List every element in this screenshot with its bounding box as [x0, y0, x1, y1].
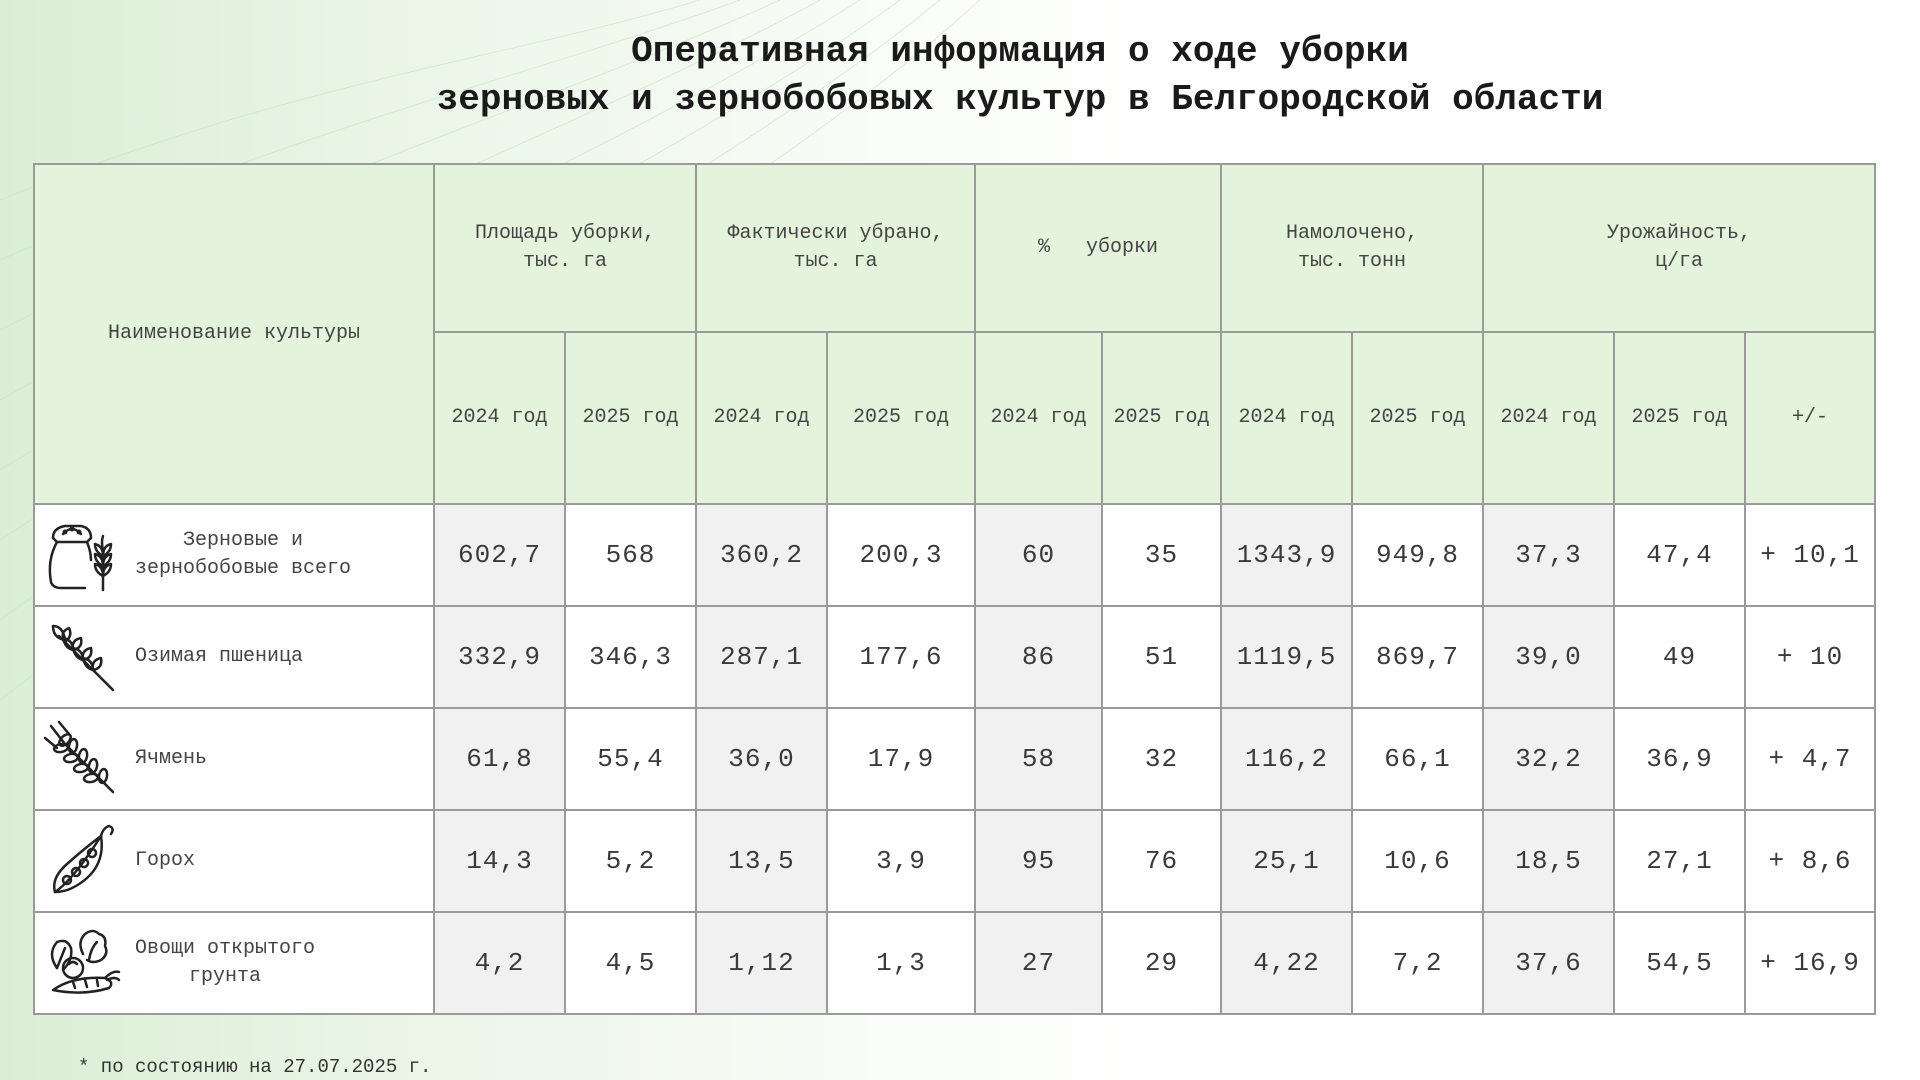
crop-name-cell: Ячмень [33, 707, 435, 811]
value-cell: 4,22 [1220, 911, 1354, 1015]
value-cell: 49 [1613, 605, 1747, 709]
diff-cell: + 8,6 [1744, 809, 1877, 913]
table-row: Озимая пшеница 332,9 346,3 287,1 177,6 8… [33, 605, 1877, 709]
value-cell: 869,7 [1351, 605, 1485, 709]
crop-name: Овощи открытого грунта [135, 937, 316, 988]
value-cell: 7,2 [1351, 911, 1485, 1015]
value-cell: 4,5 [564, 911, 697, 1015]
value-cell: 60 [974, 503, 1104, 607]
value-cell: 36,0 [695, 707, 828, 811]
value-cell: 10,6 [1351, 809, 1485, 913]
value-cell: 4,2 [433, 911, 566, 1015]
value-cell: 58 [974, 707, 1104, 811]
value-cell: 51 [1101, 605, 1223, 709]
value-cell: 35 [1101, 503, 1223, 607]
diff-cell: + 10 [1744, 605, 1877, 709]
crop-name: Горох [135, 849, 196, 872]
value-cell: 1,12 [695, 911, 828, 1015]
pea-pod-icon [53, 824, 114, 894]
footnote: * по состоянию на 27.07.2025 г. [78, 1056, 432, 1078]
vegetables-icon [50, 929, 121, 994]
value-cell: 76 [1101, 809, 1223, 913]
table-row: Зерновые и зернобобовые всего 602,7 568 … [33, 503, 1877, 607]
crop-name: Озимая пшеница [135, 645, 304, 668]
value-cell: 25,1 [1220, 809, 1354, 913]
year-header: 2024 год [974, 331, 1104, 505]
year-header: 2025 год [1613, 331, 1747, 505]
value-cell: 346,3 [564, 605, 697, 709]
value-cell: 1343,9 [1220, 503, 1354, 607]
header-actually-harvested: Фактически убрано, тыс. га [694, 163, 977, 333]
value-cell: 39,0 [1482, 605, 1616, 709]
value-cell: 95 [974, 809, 1104, 913]
value-cell: 18,5 [1482, 809, 1616, 913]
value-cell: 287,1 [695, 605, 828, 709]
value-cell: 360,2 [695, 503, 828, 607]
value-cell: 949,8 [1351, 503, 1485, 607]
header-row-years: 2024 год 2025 год 2024 год 2025 год 2024… [34, 331, 1877, 505]
value-cell: 29 [1101, 911, 1223, 1015]
barley-icon [43, 720, 115, 794]
grain-sack-icon [48, 524, 113, 592]
value-cell: 54,5 [1613, 911, 1747, 1015]
diff-cell: + 10,1 [1744, 503, 1877, 607]
value-cell: 14,3 [433, 809, 566, 913]
table-row: Овощи открытого грунта 4,2 4,5 1,12 1,3 … [33, 911, 1877, 1015]
value-cell: 13,5 [695, 809, 828, 913]
header-yield: Урожайность, ц/га [1482, 163, 1877, 333]
header-harvest-area: Площадь уборки, тыс. га [433, 163, 697, 333]
crop-name-cell: Озимая пшеница [33, 605, 435, 709]
value-cell: 177,6 [825, 605, 977, 709]
year-header: 2024 год [695, 331, 828, 505]
diff-cell: + 16,9 [1744, 911, 1877, 1015]
value-cell: 47,4 [1613, 503, 1747, 607]
table-row: Горох 14,3 5,2 13,5 3,9 95 76 25,1 10,6 … [33, 809, 1877, 913]
value-cell: 116,2 [1220, 707, 1354, 811]
crop-name-cell: Горох [33, 809, 435, 913]
value-cell: 37,6 [1482, 911, 1616, 1015]
crop-name: Ячмень [135, 747, 208, 770]
value-cell: 32,2 [1482, 707, 1616, 811]
year-header: 2025 год [825, 331, 977, 505]
header-row-groups: Наименование культуры Площадь уборки, ты… [33, 163, 1877, 505]
value-cell: 37,3 [1482, 503, 1616, 607]
year-header: 2024 год [1220, 331, 1354, 505]
year-header: 2025 год [1351, 331, 1485, 505]
value-cell: 61,8 [433, 707, 566, 811]
crop-name-header: Наименование культуры [33, 163, 435, 505]
value-cell: 1119,5 [1220, 605, 1354, 709]
year-header: 2024 год [433, 331, 566, 505]
value-cell: 27 [974, 911, 1104, 1015]
page-title: Оперативная информация о ходе уборки зер… [260, 28, 1780, 124]
crop-name: Зерновые и зернобобовые всего [135, 529, 352, 580]
value-cell: 332,9 [433, 605, 566, 709]
harvest-table: Наименование культуры Площадь уборки, ты… [33, 163, 1877, 1015]
value-cell: 36,9 [1613, 707, 1747, 811]
value-cell: 568 [564, 503, 697, 607]
value-cell: 86 [974, 605, 1104, 709]
table-row: Ячмень 61,8 55,4 36,0 17,9 58 32 116,2 6… [33, 707, 1877, 811]
value-cell: 55,4 [564, 707, 697, 811]
diff-header: +/- [1744, 331, 1877, 505]
title-line-2: зерновых и зернобобовых культур в Белгор… [436, 79, 1604, 120]
value-cell: 66,1 [1351, 707, 1485, 811]
diff-cell: + 4,7 [1744, 707, 1877, 811]
title-line-1: Оперативная информация о ходе уборки [631, 31, 1409, 72]
value-cell: 32 [1101, 707, 1223, 811]
value-cell: 602,7 [433, 503, 566, 607]
value-cell: 1,3 [825, 911, 977, 1015]
value-cell: 27,1 [1613, 809, 1747, 913]
year-header: 2025 год [1101, 331, 1223, 505]
header-percent-harvested: % уборки [974, 163, 1223, 333]
year-header: 2025 год [564, 331, 697, 505]
year-header: 2024 год [1482, 331, 1616, 505]
value-cell: 5,2 [564, 809, 697, 913]
value-cell: 200,3 [825, 503, 977, 607]
crop-name-cell: Зерновые и зернобобовые всего [33, 503, 435, 607]
crop-name-cell: Овощи открытого грунта [33, 911, 435, 1015]
header-threshed: Намолочено, тыс. тонн [1220, 163, 1485, 333]
value-cell: 17,9 [825, 707, 977, 811]
wheat-icon [51, 624, 115, 692]
value-cell: 3,9 [825, 809, 977, 913]
